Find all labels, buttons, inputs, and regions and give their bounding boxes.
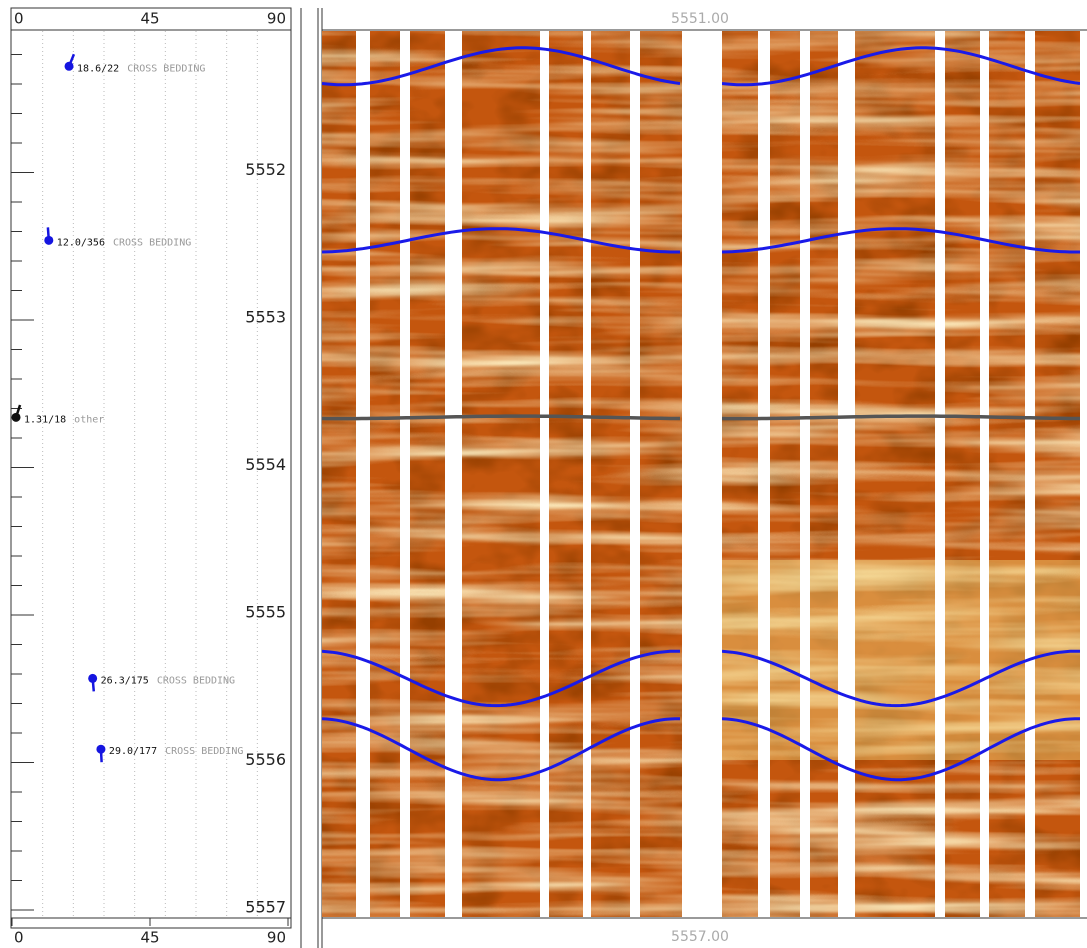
tadpole-head — [96, 744, 106, 754]
x-tick-label: 45 — [140, 929, 159, 947]
dip-trace — [322, 227, 680, 254]
borehole-image — [322, 31, 1087, 917]
dip-trace — [322, 649, 680, 708]
tadpole-label: 18.6/22 — [77, 63, 119, 74]
tadpole-label: 29.0/177 — [109, 746, 157, 757]
x-tick-label: 90 — [267, 10, 286, 28]
tadpole-head — [64, 61, 74, 71]
tadpole-label: 26.3/175 — [101, 675, 149, 686]
tadpole-head — [11, 412, 21, 422]
tadpole-class: CROSS BEDDING — [157, 675, 235, 686]
dip-trace — [722, 717, 1080, 782]
y-tick-label: 5553 — [245, 308, 286, 327]
image-depth-label: 5557.00 — [671, 929, 729, 945]
tadpole-class: CROSS BEDDING — [127, 63, 205, 74]
x-tick-label: 0 — [14, 929, 24, 947]
tadpole-head — [88, 673, 98, 683]
dip-trace — [322, 414, 680, 421]
y-tick-label: 5557 — [245, 898, 286, 917]
dip-trace — [722, 414, 1080, 421]
x-tick-label: 45 — [140, 10, 159, 28]
tadpole-label: 1.31/18 — [24, 414, 66, 425]
dip-trace — [322, 717, 680, 782]
tadpole-class: CROSS BEDDING — [165, 746, 243, 757]
tadpole-label: 12.0/356 — [57, 237, 105, 248]
tadpole-class: other — [74, 414, 104, 425]
y-tick-label: 5556 — [245, 750, 286, 769]
y-tick-label: 5552 — [245, 160, 286, 179]
dip-trace — [722, 46, 1080, 87]
tadpole-class: CROSS BEDDING — [113, 237, 191, 248]
y-tick-label: 5555 — [245, 603, 286, 622]
dip-trace — [722, 227, 1080, 254]
y-tick-label: 5554 — [245, 455, 286, 474]
x-tick-label: 90 — [267, 929, 286, 947]
tadpole-head — [44, 235, 54, 245]
dip-trace — [322, 46, 680, 87]
x-tick-label: 0 — [14, 10, 24, 28]
image-depth-label: 5551.00 — [671, 11, 729, 27]
dip-trace — [722, 649, 1080, 708]
